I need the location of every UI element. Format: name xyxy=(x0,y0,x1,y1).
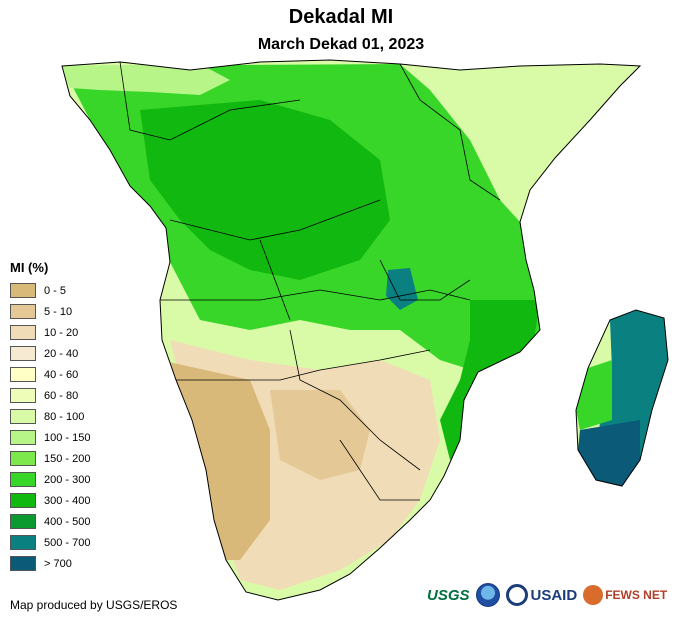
legend-swatch xyxy=(10,556,36,571)
legend-swatch xyxy=(10,472,36,487)
legend-row: 500 - 700 xyxy=(10,532,130,553)
botswana-dry-area xyxy=(270,390,370,480)
legend-swatch xyxy=(10,325,36,340)
legend-swatch xyxy=(10,514,36,529)
legend-label: 40 - 60 xyxy=(44,368,79,381)
legend-row: 20 - 40 xyxy=(10,343,130,364)
legend-swatch xyxy=(10,388,36,403)
legend-label: 400 - 500 xyxy=(44,515,91,528)
agency-logos: USGS NOAA USAID FEWS NET xyxy=(427,583,673,607)
legend-row: 150 - 200 xyxy=(10,448,130,469)
legend-label: 5 - 10 xyxy=(44,305,73,318)
usaid-seal-icon xyxy=(505,584,528,606)
legend-row: 0 - 5 xyxy=(10,280,130,301)
legend-label: 150 - 200 xyxy=(44,452,91,465)
legend-row: 40 - 60 xyxy=(10,364,130,385)
noaa-logo: NOAA xyxy=(475,583,500,607)
usgs-logo: USGS xyxy=(427,587,470,604)
fews-net-logo: FEWS NET xyxy=(583,585,667,605)
madagascar-coastline xyxy=(575,309,669,487)
legend-swatch xyxy=(10,535,36,550)
legend-swatch xyxy=(10,304,36,319)
country-borders xyxy=(119,61,501,501)
legend-swatch xyxy=(10,367,36,382)
usgs-logo-text: USGS xyxy=(427,586,470,604)
legend-swatch xyxy=(10,430,36,445)
legend-title: MI (%) xyxy=(10,260,49,275)
legend-row: 60 - 80 xyxy=(10,385,130,406)
equatorial-pale-band xyxy=(62,64,230,95)
legend-row: 100 - 150 xyxy=(10,427,130,448)
legend-row: 400 - 500 xyxy=(10,511,130,532)
lake-malawi-wet-patch xyxy=(386,268,418,310)
noaa-emblem-icon xyxy=(475,583,500,607)
usaid-logo-text: USAID xyxy=(530,586,578,604)
legend-swatch xyxy=(10,346,36,361)
legend-row: 80 - 100 xyxy=(10,406,130,427)
congo-basin-core xyxy=(140,100,390,280)
map-title: Dekadal MI xyxy=(288,6,394,28)
legend-swatch xyxy=(10,493,36,508)
legend: MI (%) 0 - 5 5 - 10 10 - 20 20 - 40 40 - 60 6… xyxy=(10,260,130,574)
legend-swatch xyxy=(10,283,36,298)
legend-row: 300 - 400 xyxy=(10,490,130,511)
legend-label: 60 - 80 xyxy=(44,389,79,402)
usaid-logo: USAID xyxy=(505,584,578,606)
noaa-logo-text: NOAA xyxy=(476,595,479,596)
legend-swatch xyxy=(10,451,36,466)
madagascar-west xyxy=(576,360,612,430)
legend-label: 200 - 300 xyxy=(44,473,91,486)
legend-label: > 700 xyxy=(44,557,72,570)
credit-text: Map produced by USGS/EROS xyxy=(10,598,178,612)
legend-label: 100 - 150 xyxy=(44,431,91,444)
africa-coastline xyxy=(61,59,642,601)
legend-swatch xyxy=(10,409,36,424)
legend-label: 10 - 20 xyxy=(44,326,79,339)
legend-label: 80 - 100 xyxy=(44,410,85,423)
legend-row: 10 - 20 xyxy=(10,322,130,343)
map-subtitle: March Dekad 01, 2023 xyxy=(257,36,425,53)
legend-label: 500 - 700 xyxy=(44,536,91,549)
fews-globe-icon xyxy=(583,585,604,605)
madagascar-south-very-wet xyxy=(578,420,640,486)
legend-label: 0 - 5 xyxy=(44,284,67,297)
legend-label: 300 - 400 xyxy=(44,494,91,507)
legend-label: 20 - 40 xyxy=(44,347,79,360)
legend-row: 5 - 10 xyxy=(10,301,130,322)
namibia-kalahari-desert xyxy=(160,360,270,560)
legend-row: 200 - 300 xyxy=(10,469,130,490)
fews-net-logo-text: FEWS NET xyxy=(605,588,668,602)
legend-row: > 700 xyxy=(10,553,130,574)
